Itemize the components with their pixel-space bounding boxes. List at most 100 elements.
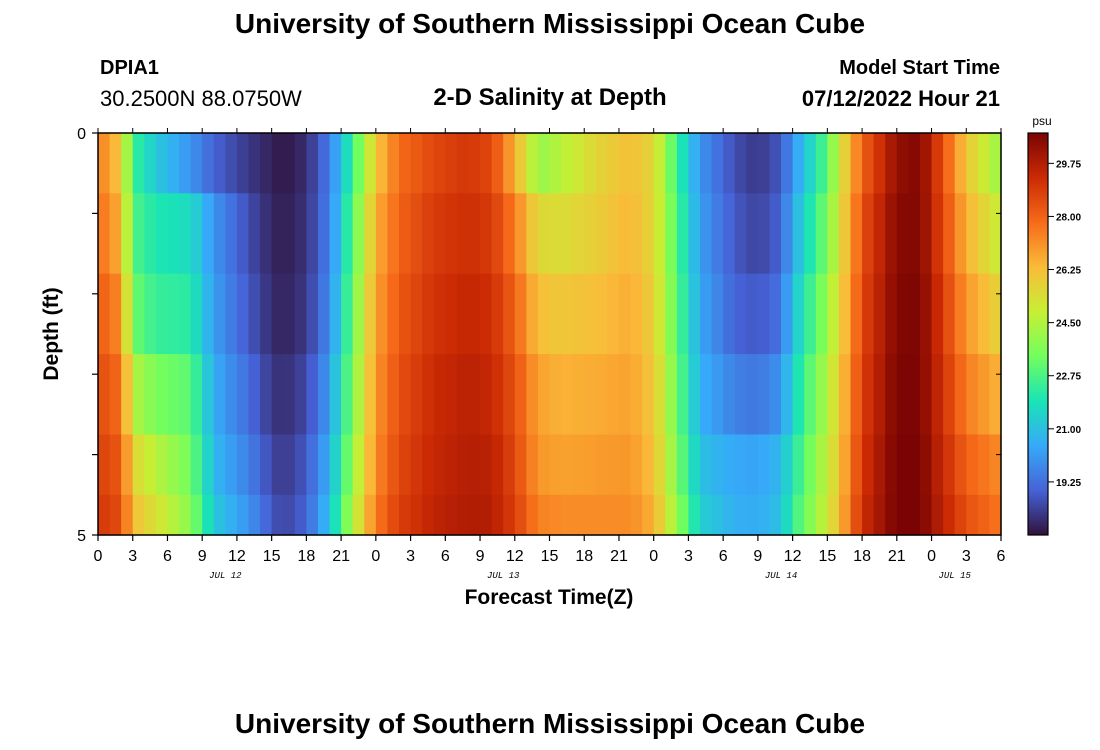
heatmap-cell: [387, 133, 400, 194]
heatmap-cell: [375, 133, 389, 194]
heatmap-cell: [132, 434, 145, 496]
heatmap-cell: [422, 193, 435, 275]
heatmap-cell: [838, 273, 852, 355]
day-label: JUL 12: [209, 571, 242, 581]
heatmap-cell: [503, 434, 516, 496]
heatmap-cell: [526, 193, 539, 275]
heatmap-cell: [155, 434, 169, 496]
heatmap-cell: [862, 434, 875, 496]
heatmap-cell: [595, 193, 608, 275]
page-title: University of Southern Mississippi Ocean…: [234, 8, 866, 39]
heatmap-cell: [294, 273, 307, 355]
heatmap-cell: [514, 434, 527, 496]
heatmap-cell: [642, 273, 655, 355]
heatmap-cell: [989, 494, 1002, 536]
heatmap-cell: [954, 273, 967, 355]
heatmap-cell: [711, 133, 724, 194]
heatmap-cell: [294, 494, 307, 536]
heatmap-cell: [375, 494, 389, 536]
heatmap-cell: [399, 273, 412, 355]
heatmap-cell: [711, 354, 724, 436]
heatmap-cell: [989, 354, 1002, 436]
heatmap-cell: [954, 193, 967, 275]
heatmap-cell: [919, 354, 933, 436]
heatmap-cell: [769, 193, 782, 275]
heatmap-cell: [688, 193, 701, 275]
heatmap-cell: [294, 434, 307, 496]
x-tick-label: 12: [784, 548, 802, 565]
heatmap-cell: [433, 354, 446, 436]
heatmap-cell: [804, 354, 817, 436]
heatmap-cell: [132, 133, 145, 194]
heatmap-cell: [896, 133, 909, 194]
heatmap-cell: [700, 494, 713, 536]
heatmap-cell: [410, 434, 423, 496]
heatmap-cell: [700, 273, 713, 355]
heatmap-cell: [341, 354, 354, 436]
heatmap-cell: [931, 193, 944, 275]
heatmap-cell: [271, 193, 284, 275]
heatmap-cell: [132, 193, 145, 275]
heatmap-cell: [711, 193, 724, 275]
heatmap-cell: [341, 133, 354, 194]
x-tick-label: 6: [163, 548, 172, 565]
heatmap-cell: [364, 193, 377, 275]
x-tick-label: 0: [371, 548, 380, 565]
heatmap-cell: [862, 273, 875, 355]
heatmap-cell: [792, 494, 805, 536]
heatmap-cell: [445, 133, 458, 194]
heatmap-cell: [873, 133, 886, 194]
heatmap-cell: [456, 434, 470, 496]
heatmap-cell: [491, 273, 504, 355]
heatmap-cell: [537, 193, 551, 275]
heatmap-cell: [862, 193, 875, 275]
day-labels: JUL 12 JUL 13 JUL 14 JUL 15: [209, 571, 971, 581]
heatmap-cell: [896, 193, 909, 275]
heatmap-cell: [827, 273, 840, 355]
heatmap-cell: [260, 494, 273, 536]
heatmap-cell: [769, 133, 782, 194]
heatmap-cell: [630, 273, 643, 355]
colorbar-tick-label: 26.25: [1056, 266, 1081, 277]
heatmap-cell: [422, 273, 435, 355]
colorbar-tick-label: 22.75: [1056, 372, 1081, 383]
heatmap-cell: [931, 133, 944, 194]
heatmap-cell: [190, 354, 203, 436]
heatmap-cell: [364, 273, 377, 355]
colorbar-tick-label: 21.00: [1056, 425, 1081, 436]
heatmap-cell: [838, 354, 852, 436]
heatmap-cell: [607, 273, 620, 355]
heatmap-cell: [919, 193, 933, 275]
heatmap-cell: [850, 354, 863, 436]
heatmap-cell: [977, 354, 991, 436]
heatmap-cell: [827, 193, 840, 275]
heatmap-cell: [399, 133, 412, 194]
heatmap-cell: [410, 193, 423, 275]
heatmap-cell: [723, 494, 736, 536]
heatmap-cell: [306, 354, 319, 436]
heatmap-cell: [966, 273, 979, 355]
heatmap-cell: [665, 273, 678, 355]
heatmap-cell: [549, 193, 562, 275]
heatmap-cell: [850, 434, 863, 496]
heatmap-cell: [943, 354, 956, 436]
colorbar-unit: psu: [1032, 114, 1051, 128]
heatmap-cell: [815, 193, 828, 275]
heatmap-cell: [561, 193, 574, 275]
x-tick-label: 18: [575, 548, 593, 565]
heatmap-cell: [445, 434, 458, 496]
colorbar-tick-label: 19.25: [1056, 478, 1081, 489]
heatmap-cell: [283, 133, 296, 194]
heatmap-cell: [850, 494, 863, 536]
heatmap-cell: [248, 354, 261, 436]
heatmap-cell: [456, 354, 470, 436]
heatmap-cell: [966, 494, 979, 536]
heatmap-cell: [190, 133, 203, 194]
heatmap-cell: [213, 354, 226, 436]
heatmap-cell: [676, 193, 690, 275]
heatmap-cell: [445, 494, 458, 536]
heatmap-cell: [98, 434, 111, 496]
heatmap-cell: [144, 434, 157, 496]
heatmap-cell: [98, 354, 111, 436]
heatmap-cell: [989, 434, 1002, 496]
